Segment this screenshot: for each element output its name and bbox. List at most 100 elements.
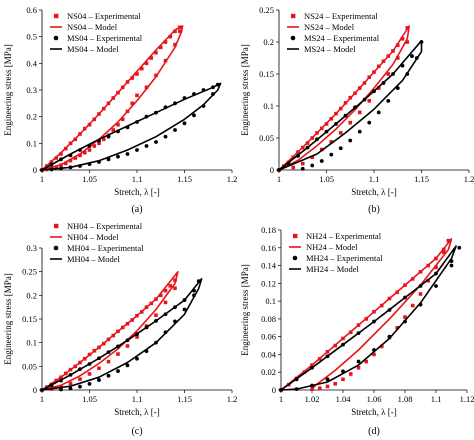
data-point <box>291 165 296 170</box>
x-tick-label: 1.1 <box>369 174 380 184</box>
data-point <box>348 372 353 376</box>
data-point <box>173 29 177 34</box>
data-point <box>87 148 92 152</box>
y-tick-label: 0.05 <box>259 133 274 143</box>
data-point <box>130 76 135 80</box>
legend-label: MH24 – Experimental <box>306 253 383 263</box>
x-tick-label: 1.06 <box>367 394 382 404</box>
data-point <box>92 144 97 148</box>
data-point <box>400 37 405 41</box>
data-point <box>376 110 381 115</box>
y-tick-label: 0.1 <box>26 138 37 148</box>
data-point <box>97 378 101 382</box>
data-point <box>357 129 362 134</box>
data-point <box>173 128 177 132</box>
data-point <box>182 121 187 126</box>
x-tick-label: 1 <box>40 394 44 404</box>
series-3 <box>280 245 457 391</box>
data-point <box>116 122 120 127</box>
series-3 <box>41 82 222 171</box>
data-point <box>154 313 158 318</box>
series-1 <box>278 25 410 171</box>
data-point <box>125 363 130 368</box>
panel-label: (b) <box>368 204 380 215</box>
data-point <box>329 152 334 157</box>
data-point <box>372 352 376 357</box>
series-line <box>41 82 222 171</box>
y-tick-label: 0.2 <box>26 112 37 122</box>
data-point <box>63 161 68 166</box>
data-point <box>87 381 92 386</box>
data-point <box>300 161 305 166</box>
y-tick-label: 0.08 <box>261 314 276 324</box>
legend-label: NH24 – Model <box>306 242 358 252</box>
data-point <box>111 128 116 132</box>
x-tick-label: 1.1 <box>431 394 442 404</box>
data-point <box>348 120 353 125</box>
data-point <box>395 325 400 330</box>
data-point <box>106 359 111 364</box>
y-tick-label: 0.1 <box>265 296 276 306</box>
x-tick-label: 1.1 <box>132 174 143 184</box>
y-tick-label: 0.06 <box>261 332 276 342</box>
legend-label: NH24 – Experimental <box>306 231 382 241</box>
y-tick-label: 0.4 <box>26 58 37 68</box>
data-point <box>68 158 73 163</box>
y-tick-label: 0.04 <box>261 349 277 359</box>
series-1 <box>41 270 179 391</box>
data-point <box>135 72 139 76</box>
data-point <box>116 154 120 159</box>
panel-a: 1 1.05 1.1 1.15 1.2 0 0.1 0.2 0.3 0.4 0.5 0.6 Stretc… <box>0 0 237 220</box>
data-point <box>101 137 106 142</box>
series-3 <box>41 277 203 391</box>
panel-c: 1 1.05 1.1 1.15 1.2 0 0.05 0.1 0.15 0.2 0.25 0.3 Str… <box>0 220 237 440</box>
legend-label: NH04 – Model <box>67 232 119 242</box>
data-point <box>163 300 168 305</box>
data-point <box>325 377 330 382</box>
x-tick-label: 1.2 <box>227 174 238 184</box>
x-tick-label: 1.05 <box>82 174 97 184</box>
y-tick-label: 0.05 <box>22 361 37 371</box>
y-tick-label: 0.15 <box>259 69 274 79</box>
y-axis-label: Engineering stress [MPa] <box>240 44 250 135</box>
data-point <box>300 166 305 171</box>
data-point <box>173 42 177 47</box>
data-point <box>154 140 158 144</box>
data-point <box>310 155 315 159</box>
series-line <box>280 238 453 391</box>
x-tick-label: 1 <box>277 174 281 184</box>
panel-b: 1 1.05 1.1 1.15 1.2 0 0.05 0.1 0.15 0.2 0.25 Stretc… <box>237 0 474 220</box>
data-point <box>367 99 372 103</box>
y-axis-label: Engineering stress [MPa] <box>3 44 13 135</box>
y-tick-label: 0.12 <box>261 278 276 288</box>
y-tick-label: 0 <box>272 385 276 395</box>
legend-swatch <box>293 233 298 239</box>
series-1 <box>280 238 453 391</box>
data-point <box>449 263 454 268</box>
y-tick-label: 0.2 <box>26 290 37 300</box>
series-line <box>41 277 203 391</box>
legend-label: NH04 – Experimental <box>67 221 143 231</box>
data-point <box>158 293 163 298</box>
legend-label: MS04 – Experimental <box>67 33 143 43</box>
y-tick-label: 0.6 <box>26 5 37 15</box>
data-point <box>395 56 400 60</box>
data-point <box>395 43 400 47</box>
chart-svg: 1 1.02 1.04 1.06 1.08 1.1 1.12 0 0.02 0.04 0.06 0.0… <box>240 225 474 437</box>
chart-svg: 1 1.05 1.1 1.15 1.2 0 0.05 0.1 0.15 0.2 0.25 Stretc… <box>240 5 474 215</box>
legend-swatch <box>291 13 296 19</box>
series-line <box>278 25 410 171</box>
data-point <box>386 72 391 76</box>
data-point <box>386 98 391 103</box>
series-line <box>278 39 423 171</box>
panel-label: (d) <box>368 426 380 437</box>
data-point <box>418 292 423 296</box>
legend-label: NS04 – Experimental <box>67 11 141 21</box>
legend-label: MH04 – Experimental <box>67 243 144 253</box>
data-point <box>135 335 139 339</box>
y-tick-label: 0.15 <box>22 314 37 324</box>
data-point <box>144 61 149 66</box>
data-point <box>87 372 92 376</box>
y-axis-label: Engineering stress [MPa] <box>240 264 250 355</box>
y-tick-label: 0.2 <box>263 37 274 47</box>
